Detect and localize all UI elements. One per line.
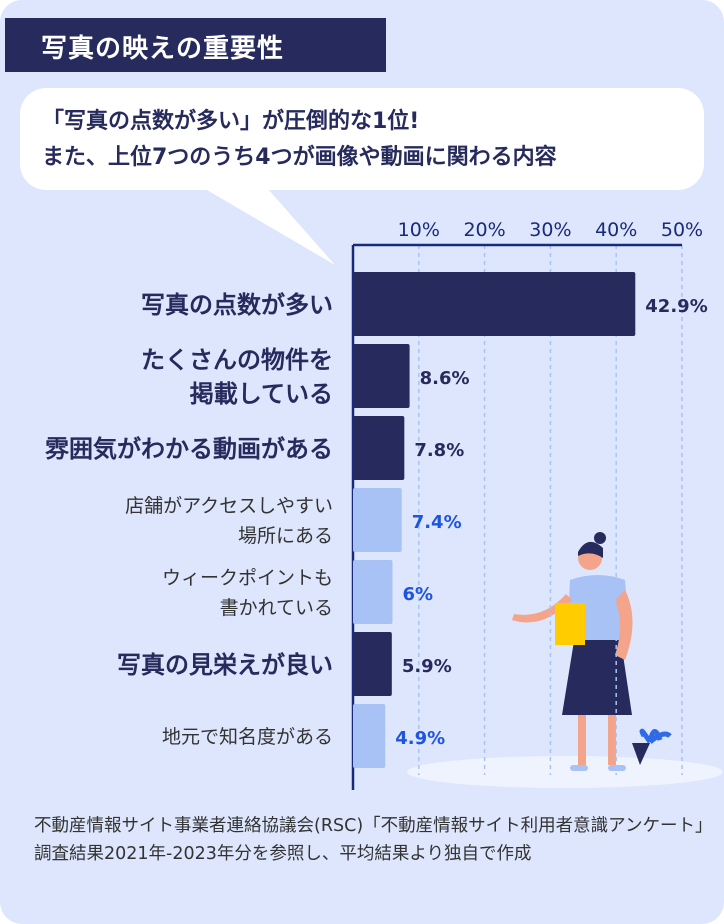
value-label: 42.9% [645,296,707,317]
footnote: 不動産情報サイト事業者連絡協議会(RSC)「不動産情報サイト利用者意識アンケート… [34,816,704,864]
speech-bubble: 「写真の点数が多い」が圧倒的な1位! また、上位7つのうち4つが画像や動画に関わ… [20,88,704,190]
bar [353,560,393,624]
category-label: 雰囲気がわかる動画がある [45,435,333,463]
category-label: 写真の点数が多い [141,291,333,319]
bar [353,488,402,552]
x-tick-label: 50% [661,219,703,241]
x-tick-label: 40% [595,219,637,241]
bar [353,344,410,408]
value-label: 5.9% [402,656,452,677]
category-label: 地元で知名度がある [162,726,333,748]
category-label: 写真の見栄えが良い [117,651,333,679]
page-title: 写真の映えの重要性 [5,18,386,72]
bar [353,704,386,768]
x-tick-label: 20% [463,219,505,241]
value-label: 8.6% [420,368,470,389]
x-tick-label: 30% [529,219,571,241]
category-label: 店舗がアクセスしやすい [125,495,333,517]
category-label: 場所にある [238,525,333,547]
value-label: 7.4% [412,512,462,533]
value-label: 7.8% [414,440,464,461]
value-label: 4.9% [395,728,445,749]
bubble-line-1: 「写真の点数が多い」が圧倒的な1位! [42,109,420,134]
bar [353,416,405,480]
bar [353,272,636,336]
value-label: 6% [402,584,433,605]
category-label: 書かれている [220,597,333,619]
category-label: ウィークポイントも [162,567,333,589]
x-tick-label: 10% [398,219,440,241]
category-label: たくさんの物件を [141,346,333,374]
bubble-line-2: また、上位7つのうち4つが画像や動画に関わる内容 [42,145,557,170]
bar [353,632,392,696]
category-label: 掲載している [190,380,333,408]
woman-holding-document-illustration [407,532,723,788]
